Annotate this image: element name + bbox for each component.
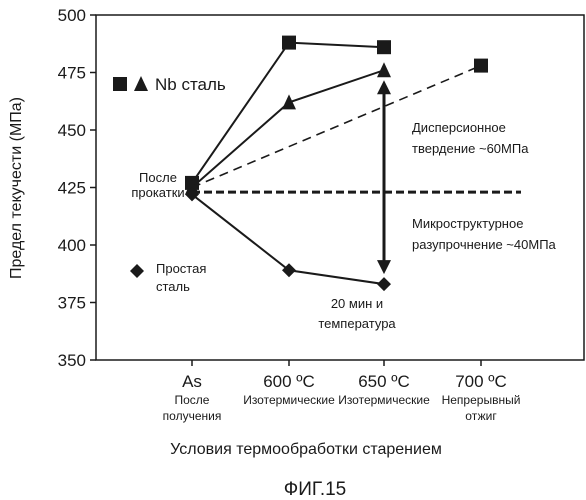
text-line: Изотермические	[243, 393, 335, 407]
x-tick-sublabel: После получения	[163, 393, 222, 423]
x-axis-label: Условия термообработки старением	[170, 441, 442, 458]
annotation-precipitation: Дисперсионное твердение ~60МПа	[412, 120, 529, 156]
y-axis-ticks: 350 375 400 425 450 475 500	[58, 6, 96, 370]
legend-nb-label: Nb сталь	[155, 75, 226, 94]
triangle-marker	[282, 94, 296, 109]
legend-triangle-marker	[134, 76, 148, 91]
square-marker	[377, 40, 391, 54]
y-tick-label: 375	[58, 294, 86, 313]
y-tick-label: 500	[58, 6, 86, 25]
annotation-time-temperature: 20 мин и температура	[318, 296, 396, 331]
x-tick-sublabel: Непрерывный отжиг	[442, 393, 521, 423]
square-marker	[282, 36, 296, 50]
legend-diamond-marker	[130, 264, 144, 278]
arrow-head-up	[377, 80, 391, 94]
x-tick-sublabel: Изотермические	[338, 393, 430, 407]
text-line: разупрочнение ~40МПа	[412, 237, 557, 252]
text-line: Дисперсионное	[412, 120, 506, 135]
y-tick-label: 350	[58, 351, 86, 370]
y-tick-label: 425	[58, 179, 86, 198]
text-line: Простая	[156, 261, 206, 276]
text-line: После	[139, 170, 177, 185]
text-line: После	[175, 393, 210, 407]
y-tick-label: 400	[58, 236, 86, 255]
figure-caption: ФИГ.15	[284, 479, 346, 500]
annotation-after-rolling: Послепрокатки	[131, 170, 184, 200]
series-markers	[185, 36, 488, 292]
square-marker	[474, 59, 488, 73]
text-line: прокатки	[131, 185, 184, 200]
x-axis-ticks: As После получения 600 ºC Изотермические 650 …	[163, 360, 521, 423]
text-line: Непрерывный	[442, 393, 521, 407]
x-tick-label: As	[182, 372, 202, 391]
annotation-softening: Микроструктурное разупрочнение ~40МПа	[412, 216, 557, 252]
text-line: Микроструктурное	[412, 216, 523, 231]
arrow-head-down	[377, 260, 391, 274]
diamond-marker	[377, 277, 391, 291]
triangle-marker	[377, 62, 391, 77]
x-tick-label: 650 ºC	[358, 372, 410, 391]
text-line: Изотермические	[338, 393, 430, 407]
text-line: 20 мин и	[331, 296, 383, 311]
text-line: сталь	[156, 279, 190, 294]
y-tick-label: 450	[58, 121, 86, 140]
legend-plain-label: Простая сталь	[156, 261, 206, 294]
legend-square-marker	[113, 77, 127, 91]
text-line: температура	[318, 316, 396, 331]
y-axis-label: Предел текучести (МПа)	[8, 97, 25, 279]
text-line: получения	[163, 409, 222, 423]
x-tick-label: 700 ºC	[455, 372, 507, 391]
y-tick-label: 475	[58, 64, 86, 83]
x-tick-sublabel: Изотермические	[243, 393, 335, 407]
text-line: отжиг	[465, 409, 497, 423]
text-line: твердение ~60МПа	[412, 141, 529, 156]
x-tick-label: 600 ºC	[263, 372, 315, 391]
